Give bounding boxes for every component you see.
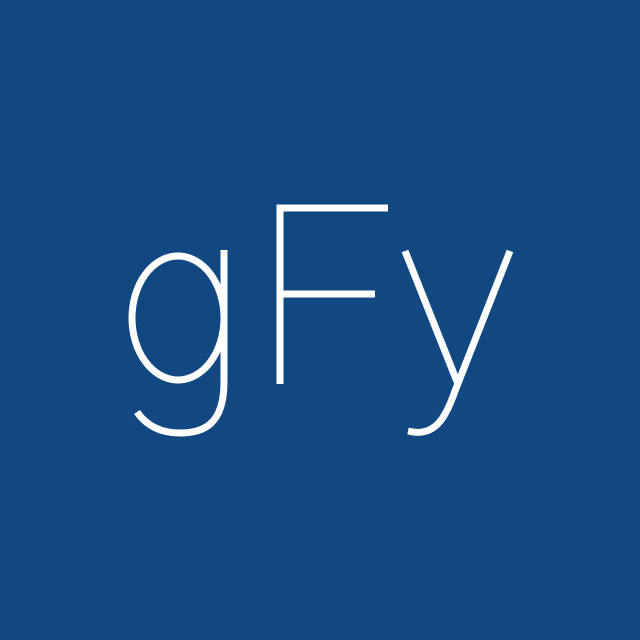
letter-g [128,250,228,437]
letter-y [401,249,514,436]
letter-f [276,204,388,384]
